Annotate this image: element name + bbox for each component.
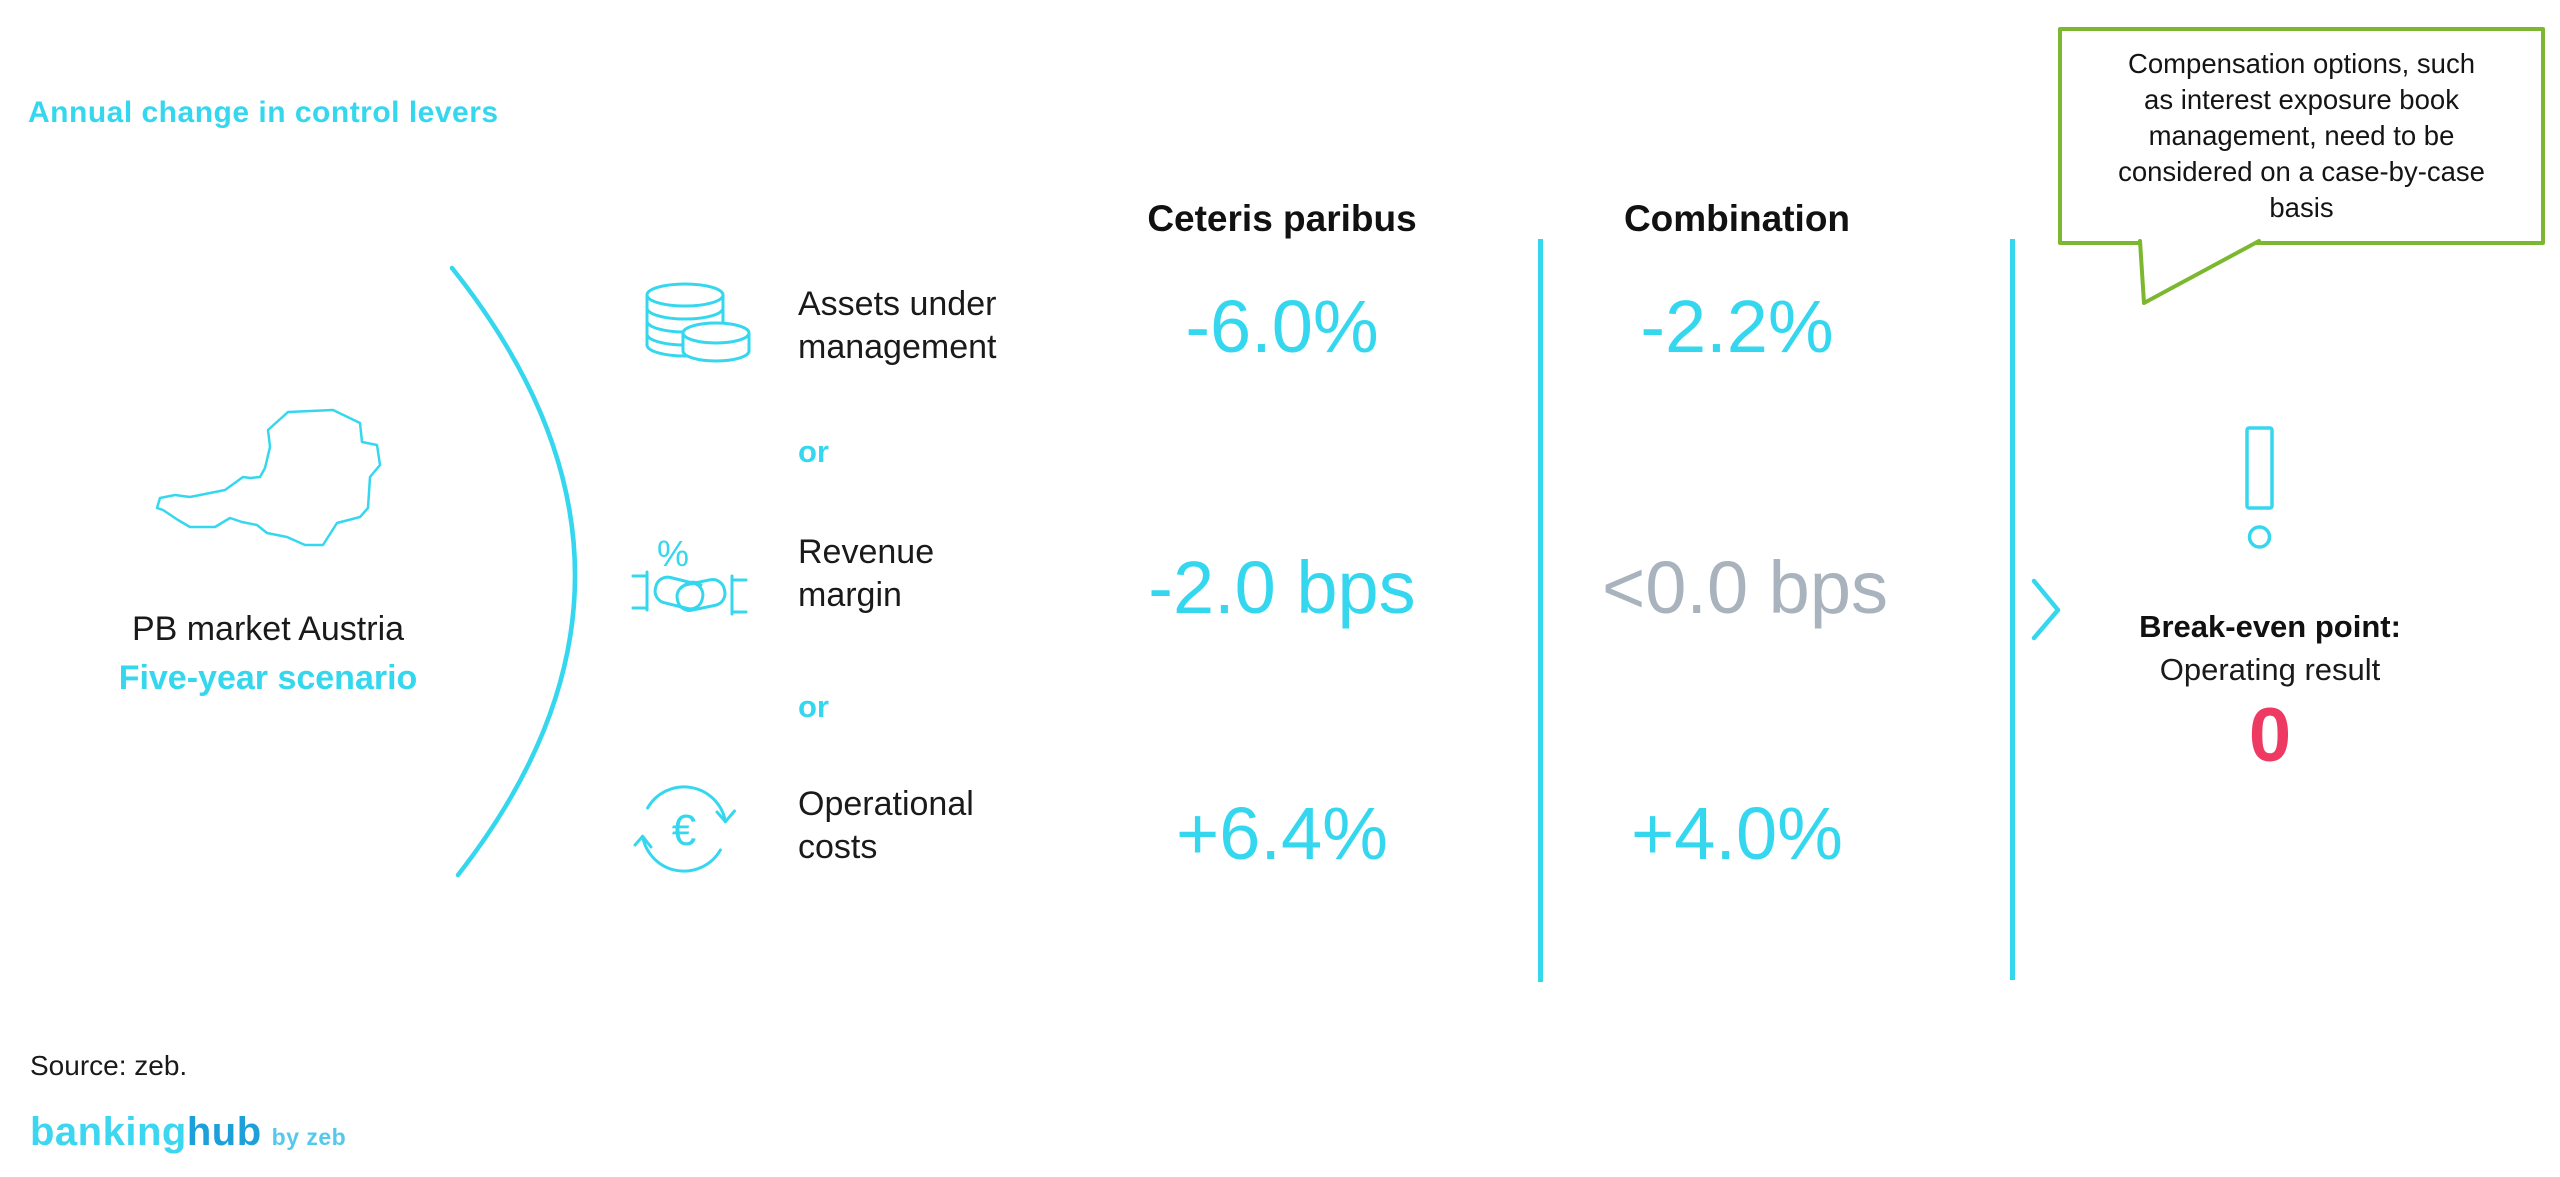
break-even-value: 0 [2248,693,2292,778]
or-separator: or [798,689,829,724]
euro-cycle-icon: € [633,785,736,873]
handshake-percent-icon: % [631,533,748,616]
break-even-subtitle: Operating result [2159,652,2381,687]
callout-line: basis [2269,192,2334,223]
market-label: PB market Austria [131,610,405,648]
value-revenue-combination: <0.0 bps [1602,546,1888,629]
break-even-title: Break-even point: [2139,609,2401,644]
lever-label-assets-under-management: Assets under management [798,283,996,369]
svg-text:€: € [672,806,696,855]
value-costs-combination: +4.0% [1631,792,1843,875]
logo-part-banking: banking [30,1110,187,1154]
callout-line: as interest exposure book [2144,84,2459,115]
callout-line: management, need to be [2148,120,2455,151]
svg-text:%: % [657,533,689,574]
logo-part-hub: hub [186,1110,262,1154]
column-header-combination: Combination [1623,198,1851,239]
curly-bracket [449,265,578,878]
callout-bubble-tail [2138,239,2261,305]
lever-label-operational-costs: Operational costs [798,783,974,869]
lever-label-line: management [798,328,997,366]
value-aum-ceteris-paribus: -6.0% [1185,285,1379,368]
scenario-label: Five-year scenario [118,659,418,697]
callout-line: Compensation options, such [2127,48,2475,79]
lever-label-line: costs [798,828,878,866]
chevron-right-icon [2031,578,2061,641]
lever-label-line: Operational [798,785,974,823]
callout-bubble: Compensation options, such as interest e… [2058,27,2545,245]
lever-label-line: Revenue [798,533,935,571]
austria-map-icon [155,408,382,547]
coins-stack-icon [645,282,751,363]
value-costs-ceteris-paribus: +6.4% [1176,792,1388,875]
exclamation-icon [2245,426,2274,549]
source-note: Source: zeb. [30,1050,188,1081]
bankinghub-logo: bankinghub by zeb [30,1110,346,1155]
or-separator: or [798,434,829,469]
lever-label-revenue-margin: Revenue margin [798,531,934,617]
value-revenue-ceteris-paribus: -2.0 bps [1148,546,1416,629]
callout-line: considered on a case-by-case [2118,156,2485,187]
logo-suffix-by-zeb: by zeb [271,1124,347,1150]
page-title: Annual change in control levers [28,96,499,129]
column-header-ceteris-paribus: Ceteris paribus [1147,198,1417,239]
lever-label-line: margin [798,576,902,614]
value-aum-combination: -2.2% [1640,285,1834,368]
lever-label-line: Assets under [798,285,997,323]
